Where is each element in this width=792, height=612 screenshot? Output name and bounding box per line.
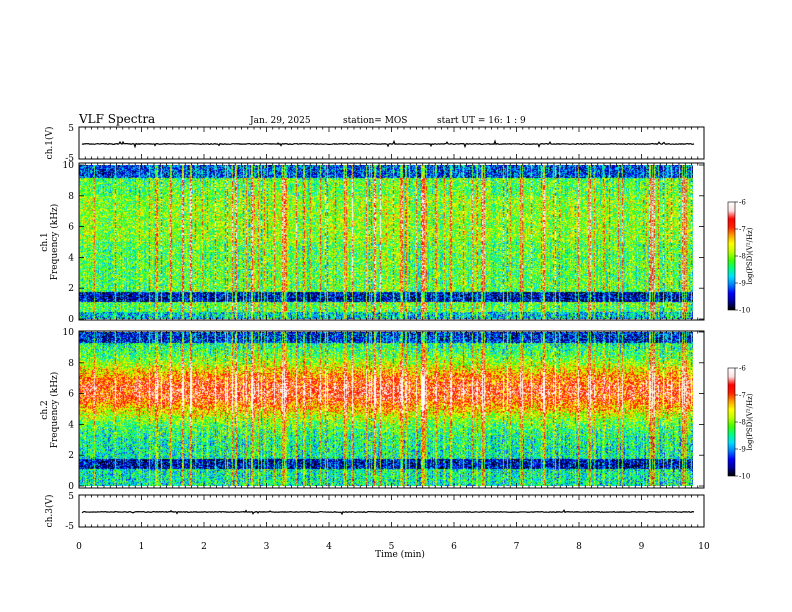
frequency-tick-label: 0 (68, 315, 74, 325)
time-tick-label: 5 (389, 542, 395, 552)
ch3-ytick-bottom: -5 (65, 522, 74, 532)
colorbar-tick-label: -7 (739, 392, 746, 400)
colorbar-tick-label: -6 (739, 365, 746, 373)
frequency-tick-label: 10 (63, 328, 75, 338)
time-tick-label: 7 (514, 542, 520, 552)
colorbar-tick-label: -8 (739, 419, 746, 427)
frequency-tick-label: 6 (68, 223, 74, 233)
ch1-spectrogram-panel: 0 2 4 6 8 10 ch.1 Frequency (kHz) -6 -7 -8 -9 -10… (40, 161, 754, 325)
frequency-tick-label: 4 (68, 420, 74, 430)
frequency-tick-label: 10 (63, 161, 75, 171)
ch1-waveform-panel: 5 -5 ch.1(V) (44, 124, 705, 164)
ch1-spectrogram-image (79, 165, 693, 319)
ch1-waveform-ylabel: ch.1(V) (44, 127, 55, 160)
ch1-waveform-ticks (78, 127, 705, 159)
colorbar-tick-label: -8 (739, 253, 746, 261)
ch1-colorbar-image (728, 202, 735, 310)
ch1-frequency-ticks: 0 2 4 6 8 10 (63, 161, 704, 325)
colorbar-tick-label: -6 (739, 199, 746, 207)
time-axis-tick-labels: 0 1 2 3 4 5 6 7 8 9 10 (76, 542, 710, 552)
start-time-label: start UT = 16: 1 : 9 (437, 116, 526, 126)
frequency-tick-label: 8 (68, 192, 74, 202)
ch1-colorbar-label: log(PSD)(V²/Hz) (746, 227, 754, 284)
frequency-tick-label: 8 (68, 359, 74, 369)
frequency-tick-label: 2 (68, 451, 74, 461)
colorbar-tick-label: -10 (739, 473, 750, 481)
ch2-frequency-label: Frequency (kHz) (49, 372, 60, 449)
time-tick-label: 3 (264, 542, 270, 552)
ch1-ytick-bottom: -5 (65, 154, 74, 164)
ch1-colorbar-ticks: -6 -7 -8 -9 -10 (735, 199, 750, 315)
ch1-ytick-top: 5 (68, 124, 74, 134)
time-axis-label: Time (min) (375, 549, 425, 560)
ch3-waveform-ticks (78, 495, 705, 527)
time-tick-label: 2 (201, 542, 207, 552)
time-tick-label: 10 (698, 542, 710, 552)
frequency-tick-label: 6 (68, 390, 74, 400)
station-label: station= MOS (343, 116, 407, 126)
colorbar-tick-label: -7 (739, 226, 746, 234)
ch2-spectrogram-image (79, 332, 693, 486)
ch1-waveform-trace (81, 139, 695, 149)
ch3-waveform-ylabel: ch.3(V) (44, 495, 55, 528)
ch1-frequency-label: Frequency (kHz) (49, 204, 60, 281)
time-tick-label: 9 (639, 542, 645, 552)
colorbar-tick-label: -9 (739, 280, 746, 288)
ch2-channel-label: ch.2 (40, 400, 50, 419)
ch2-colorbar-image (728, 368, 735, 476)
frequency-tick-label: 2 (68, 284, 74, 294)
colorbar-tick-label: -10 (739, 307, 750, 315)
ch3-waveform-panel: 5 -5 ch.3(V) (44, 492, 705, 532)
time-tick-label: 0 (76, 542, 82, 552)
time-tick-label: 8 (576, 542, 582, 552)
frequency-tick-label: 4 (68, 253, 74, 263)
time-tick-label: 1 (139, 542, 145, 552)
frequency-tick-label: 0 (68, 482, 74, 492)
ch3-ytick-top: 5 (68, 492, 74, 502)
ch2-frequency-ticks: 0 2 4 6 8 10 (63, 328, 704, 492)
time-tick-label: 4 (326, 542, 332, 552)
date-label: Jan. 29, 2025 (249, 116, 311, 126)
colorbar-tick-label: -9 (739, 446, 746, 454)
ch3-waveform-trace (81, 508, 695, 516)
ch1-spectrogram-ticks (78, 163, 705, 320)
ch1-channel-label: ch.1 (40, 232, 50, 251)
ch2-colorbar-label: log(PSD)(V²/Hz) (746, 393, 754, 450)
ch2-colorbar-ticks: -6 -7 -8 -9 -10 (735, 365, 750, 481)
time-tick-label: 6 (451, 542, 457, 552)
figure-title: VLF Spectra (78, 112, 155, 126)
ch2-spectrogram-panel: 0 2 4 6 8 10 ch.2 Frequency (kHz) -6 -7 -8 -9 -10… (40, 328, 754, 492)
